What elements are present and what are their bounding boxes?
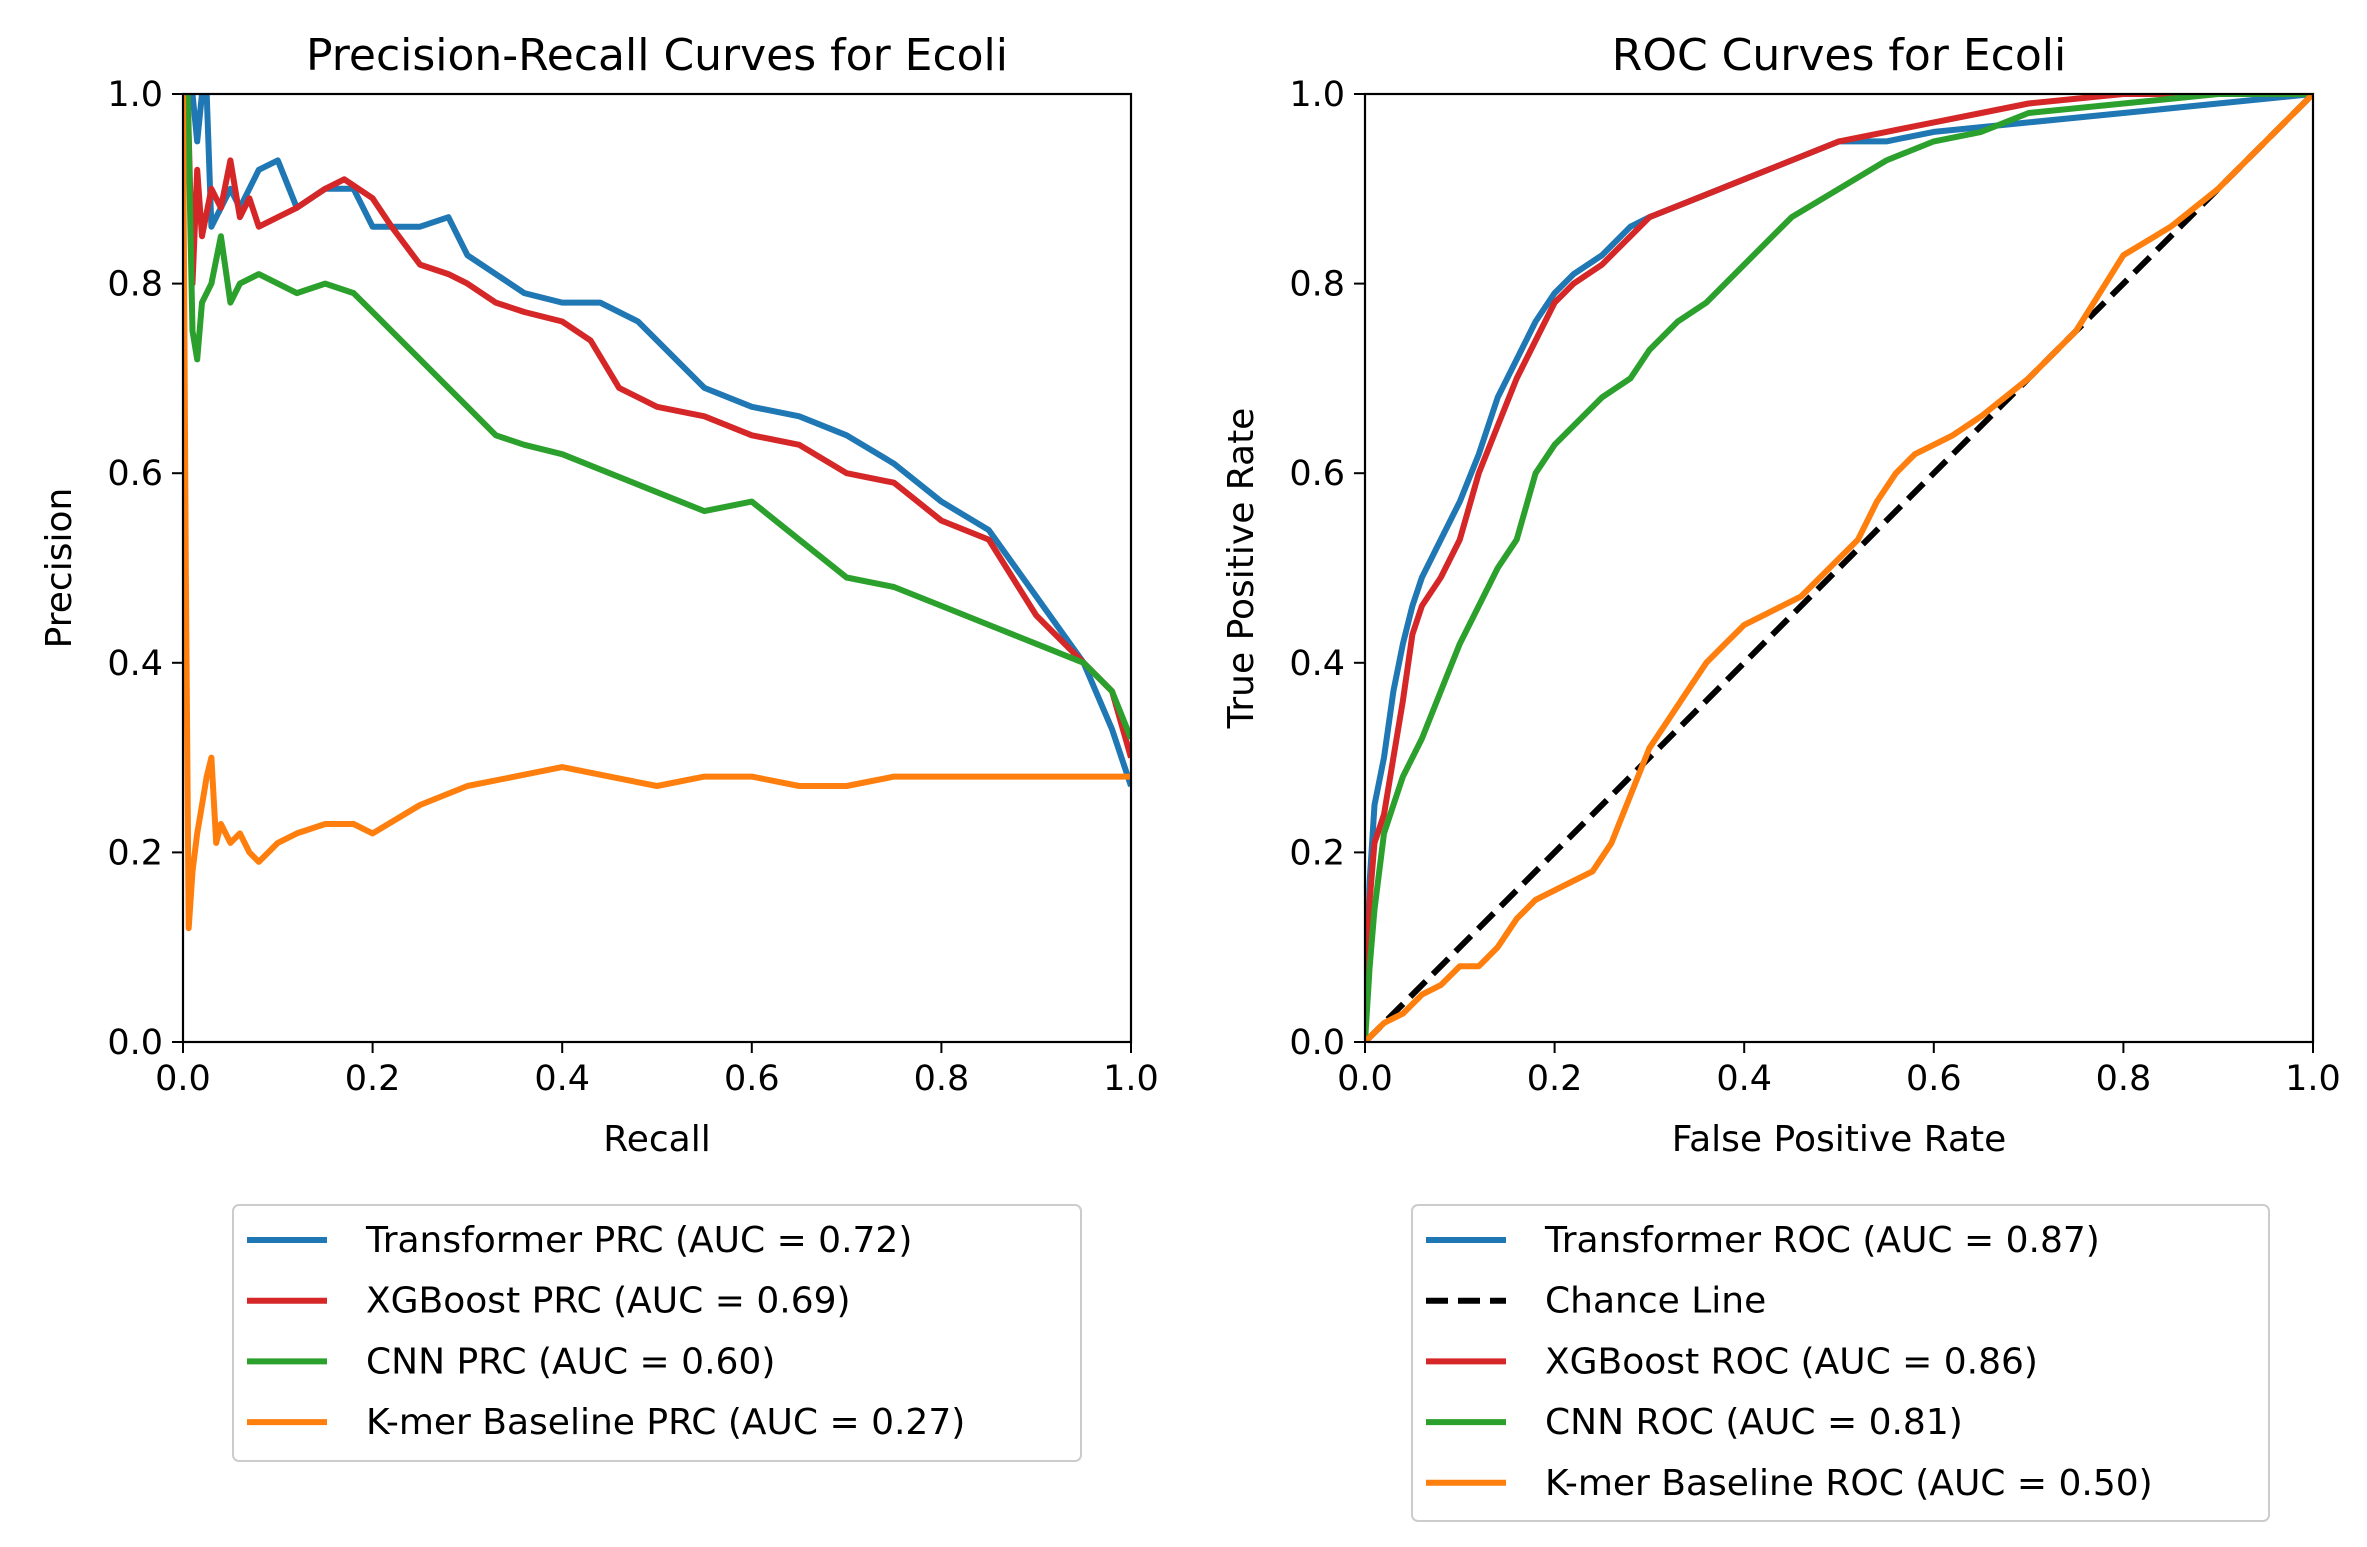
prc-series-line-2 — [183, 94, 1131, 740]
prc-xtick-label-3: 0.6 — [724, 1059, 780, 1099]
roc-xtick-label-5: 1.0 — [2285, 1059, 2341, 1099]
prc-legend-box — [232, 1204, 1082, 1462]
roc-ytick-label-4: 0.8 — [1289, 265, 1345, 305]
prc-legend-label-3: K-mer Baseline PRC (AUC = 0.27) — [366, 1402, 965, 1443]
prc-series-line-0 — [183, 94, 1131, 787]
roc-ytick-label-2: 0.4 — [1289, 644, 1345, 684]
roc-x-axis-label: False Positive Rate — [1672, 1119, 2007, 1160]
prc-legend-label-1: XGBoost PRC (AUC = 0.69) — [366, 1281, 851, 1322]
prc-series-group — [183, 94, 1131, 932]
prc-x-axis-label: Recall — [603, 1119, 710, 1160]
prc-ytick-label-1: 0.2 — [107, 833, 163, 873]
roc-ytick-label-5: 1.0 — [1289, 75, 1345, 115]
prc-ytick-label-3: 0.6 — [107, 454, 163, 494]
prc-chart-title: Precision-Recall Curves for Ecoli — [306, 30, 1008, 81]
roc-xtick-label-0: 0.0 — [1337, 1059, 1393, 1099]
prc-xtick-label-0: 0.0 — [155, 1059, 211, 1099]
prc-series-line-1 — [183, 94, 1131, 759]
prc-axes-frame — [181, 92, 1133, 1044]
prc-xtick-label-1: 0.2 — [345, 1059, 401, 1099]
prc-panel: 0.0 0.2 0.4 0.6 0.8 1.0 0.0 0.2 0.4 0.6 0.8 1.0 Prec… — [39, 30, 1159, 1462]
roc-series-line-4 — [1365, 94, 2313, 1042]
roc-y-axis-label: True Positive Rate — [1221, 408, 1262, 730]
roc-legend: Transformer ROC (AUC = 0.87) Chance Line X… — [1411, 1204, 2270, 1522]
roc-xtick-label-4: 0.8 — [2096, 1059, 2152, 1099]
prc-ytick-label-4: 0.8 — [107, 265, 163, 305]
roc-ytick-label-1: 0.2 — [1289, 833, 1345, 873]
roc-series-line-1 — [1365, 94, 2313, 1042]
prc-ytick-label-0: 0.0 — [107, 1023, 163, 1063]
roc-legend-label-0: Transformer ROC (AUC = 0.87) — [1544, 1220, 2100, 1261]
prc-legend-label-0: Transformer PRC (AUC = 0.72) — [365, 1220, 912, 1261]
roc-series-line-0 — [1365, 94, 2313, 1042]
roc-xtick-label-2: 0.4 — [1716, 1059, 1772, 1099]
roc-legend-label-4: K-mer Baseline ROC (AUC = 0.50) — [1545, 1463, 2153, 1504]
roc-xtick-label-1: 0.2 — [1527, 1059, 1583, 1099]
roc-series-group — [1365, 94, 2313, 1042]
roc-chart-title: ROC Curves for Ecoli — [1612, 30, 2066, 81]
roc-legend-box — [1411, 1204, 2270, 1522]
roc-xtick-label-3: 0.6 — [1906, 1059, 1962, 1099]
roc-series-line-3 — [1365, 94, 2313, 1042]
prc-xtick-label-5: 1.0 — [1103, 1059, 1159, 1099]
prc-ytick-label-5: 1.0 — [107, 75, 163, 115]
roc-panel: 0.0 0.2 0.4 0.6 0.8 1.0 0.0 0.2 0.4 0.6 0.8 1.0 ROC … — [1221, 30, 2341, 1522]
roc-series-line-2 — [1365, 94, 2313, 1042]
roc-axes-frame — [1363, 92, 2315, 1044]
roc-legend-label-3: CNN ROC (AUC = 0.81) — [1545, 1402, 1963, 1443]
prc-legend: Transformer PRC (AUC = 0.72) XGBoost PRC … — [232, 1204, 1082, 1462]
prc-legend-label-2: CNN PRC (AUC = 0.60) — [366, 1341, 775, 1382]
prc-y-axis-label: Precision — [39, 488, 80, 649]
prc-xtick-label-4: 0.8 — [914, 1059, 970, 1099]
prc-series-line-3 — [183, 94, 1131, 932]
prc-xtick-label-2: 0.4 — [534, 1059, 590, 1099]
roc-ytick-label-3: 0.6 — [1289, 454, 1345, 494]
roc-legend-label-2: XGBoost ROC (AUC = 0.86) — [1545, 1341, 2038, 1382]
roc-legend-label-1: Chance Line — [1545, 1281, 1766, 1322]
roc-ytick-label-0: 0.0 — [1289, 1023, 1345, 1063]
prc-ytick-label-2: 0.4 — [107, 644, 163, 684]
